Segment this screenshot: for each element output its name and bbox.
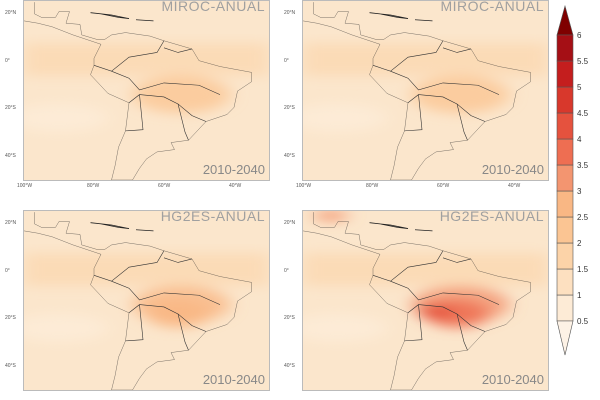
lat-tick-label: 20°S: [5, 105, 16, 111]
country-borders: [94, 41, 220, 140]
colorbar-segment: [556, 164, 574, 192]
panel-period: 2010-2040: [481, 372, 544, 387]
coastline: [303, 2, 531, 180]
map-panel: MIROC-ANUAL 2010-2040: [23, 0, 270, 181]
colorbar-label: 6: [577, 31, 582, 40]
caribbean-islands: [370, 13, 433, 21]
colorbar-label: 5.5: [577, 57, 589, 66]
panel-title: MIROC-ANUAL: [440, 0, 544, 14]
colorbar-segment: [556, 216, 574, 244]
colorbar-segment: [556, 112, 574, 140]
lat-tick-label: 0°: [284, 58, 289, 64]
map-panel: HG2ES-ANUAL 2010-2040: [23, 210, 270, 391]
caribbean-islands: [91, 223, 154, 231]
lat-tick-label: 0°: [5, 58, 10, 64]
colorbar-segment: [556, 190, 574, 218]
colorbar-label: 1: [577, 291, 582, 300]
anomaly-field: [24, 253, 269, 343]
colorbar-label: 0.5: [577, 317, 589, 326]
colorbar-segment: [556, 60, 574, 88]
lon-tick-label: 60°W: [158, 183, 171, 189]
colorbar-segment: [556, 268, 574, 296]
panel-period: 2010-2040: [202, 372, 265, 387]
colorbar-max-arrow: [556, 4, 574, 36]
lon-tick-label: 80°W: [87, 183, 100, 189]
caribbean-islands: [91, 13, 154, 21]
caribbean-islands: [370, 223, 433, 231]
anomaly-field: [303, 43, 548, 133]
coastline: [24, 212, 252, 390]
colorbar-label: 5: [577, 83, 582, 92]
lat-tick-label: 20°S: [5, 315, 16, 321]
lat-tick-label: 40°S: [284, 363, 295, 369]
lon-tick-label: 40°W: [508, 183, 521, 189]
lat-tick-label: 20°S: [284, 315, 295, 321]
anomaly-field: [303, 211, 548, 343]
colorbar-segment: [556, 294, 574, 322]
colorbar-label: 4: [577, 135, 582, 144]
coastline: [24, 2, 252, 180]
country-borders: [373, 251, 499, 350]
lat-tick-label: 40°S: [5, 153, 16, 159]
lat-tick-label: 20°N: [284, 10, 296, 16]
colorbar-label: 4.5: [577, 109, 589, 118]
lon-tick-label: 100°W: [296, 183, 312, 189]
colorbar-segment: [556, 34, 574, 62]
map-panel: HG2ES-ANUAL 2010-2040: [302, 210, 549, 391]
lon-tick-label: 80°W: [366, 183, 379, 189]
panel-period: 2010-2040: [481, 162, 544, 177]
colorbar-label: 1.5: [577, 265, 589, 274]
lon-tick-label: 60°W: [437, 183, 450, 189]
colorbar-label: 2.5: [577, 213, 589, 222]
map-panel: MIROC-ANUAL 2010-2040: [302, 0, 549, 181]
colorbar-legend: 0.5 1 1.5 2 2.5 3 3.5 4 4.5 5 5.5 6: [556, 4, 589, 356]
colorbar-label: 2: [577, 239, 582, 248]
lon-tick-label: 100°W: [17, 183, 33, 189]
colorbar-segment: [556, 138, 574, 166]
country-borders: [94, 251, 220, 350]
lat-tick-label: 20°S: [284, 105, 295, 111]
panel-period: 2010-2040: [202, 162, 265, 177]
colorbar-segment: [556, 242, 574, 270]
lat-tick-label: 20°N: [5, 10, 17, 16]
lat-tick-label: 40°S: [284, 153, 295, 159]
colorbar-label: 3.5: [577, 161, 589, 170]
lat-tick-label: 20°N: [5, 220, 17, 226]
coastline: [303, 212, 531, 390]
lon-tick-label: 40°W: [229, 183, 242, 189]
panel-title: MIROC-ANUAL: [161, 0, 265, 14]
colorbar-label: 3: [577, 187, 582, 196]
country-borders: [373, 41, 499, 140]
lat-tick-label: 0°: [5, 268, 10, 274]
lat-tick-label: 20°N: [284, 220, 296, 226]
panel-title: HG2ES-ANUAL: [439, 210, 544, 224]
lat-tick-label: 40°S: [5, 363, 16, 369]
colorbar-min-arrow: [556, 320, 574, 356]
panel-title: HG2ES-ANUAL: [160, 210, 265, 224]
lat-tick-label: 0°: [284, 268, 289, 274]
anomaly-field: [24, 43, 269, 133]
colorbar-segment: [556, 86, 574, 114]
